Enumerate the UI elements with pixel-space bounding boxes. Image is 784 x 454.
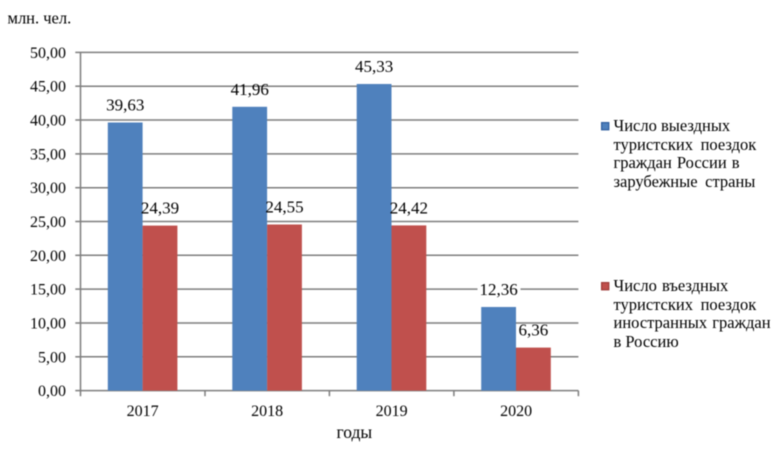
svg-text:2020: 2020: [500, 403, 532, 420]
svg-text:24,55: 24,55: [265, 198, 303, 217]
svg-text:45,33: 45,33: [355, 57, 393, 76]
svg-text:24,42: 24,42: [390, 198, 428, 217]
svg-text:30,00: 30,00: [30, 180, 66, 197]
svg-text:12,36: 12,36: [479, 280, 517, 299]
svg-text:35,00: 35,00: [30, 146, 66, 163]
svg-text:годы: годы: [336, 422, 372, 442]
svg-text:20,00: 20,00: [30, 248, 66, 265]
svg-text:24,39: 24,39: [141, 199, 179, 218]
svg-text:10,00: 10,00: [30, 316, 66, 333]
svg-text:5,00: 5,00: [38, 349, 66, 366]
svg-text:50,00: 50,00: [30, 45, 66, 62]
svg-text:45,00: 45,00: [30, 79, 66, 96]
svg-text:2019: 2019: [376, 403, 408, 420]
svg-text:0,00: 0,00: [38, 383, 66, 400]
svg-text:41,96: 41,96: [231, 80, 269, 99]
svg-text:2017: 2017: [127, 403, 159, 420]
svg-text:млн. чел.: млн. чел.: [8, 8, 72, 27]
svg-text:15,00: 15,00: [30, 282, 66, 299]
svg-text:39,63: 39,63: [106, 96, 144, 115]
svg-text:25,00: 25,00: [30, 214, 66, 231]
svg-text:2018: 2018: [251, 403, 283, 420]
svg-text:6,36: 6,36: [519, 321, 549, 340]
svg-text:40,00: 40,00: [30, 113, 66, 130]
